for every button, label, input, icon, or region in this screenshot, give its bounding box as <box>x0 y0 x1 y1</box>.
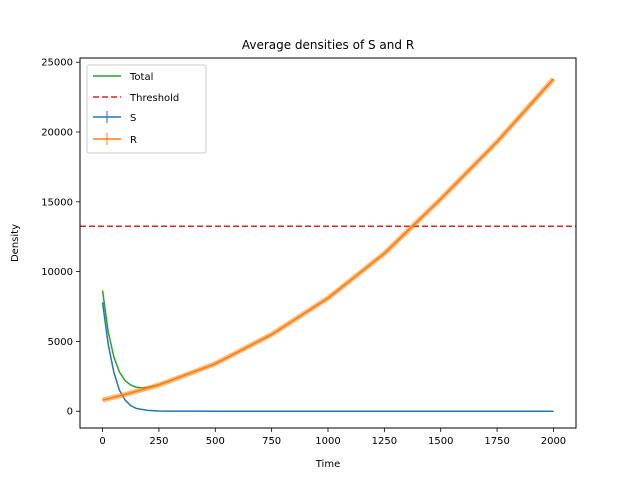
legend-s-label: S <box>130 113 136 124</box>
x-tick-label: 1750 <box>484 436 509 447</box>
x-axis-label: Time <box>315 459 340 470</box>
plot-area <box>80 77 576 412</box>
legend-box <box>86 64 207 154</box>
y-tick-label: 0 <box>67 407 73 418</box>
x-tick-label: 1250 <box>372 436 397 447</box>
x-tick-label: 750 <box>262 436 281 447</box>
x-tick-label: 1500 <box>428 436 453 447</box>
legend-r-label: R <box>130 135 137 146</box>
y-tick-label: 5000 <box>48 337 73 348</box>
x-tick-label: 1000 <box>315 436 340 447</box>
series-r-line <box>102 78 555 401</box>
y-tick-label: 25000 <box>41 58 73 69</box>
legend-threshold-label: Threshold <box>129 93 179 104</box>
x-tick-label: 250 <box>149 436 168 447</box>
y-axis: 0 5000 10000 15000 20000 25000 <box>41 58 80 418</box>
x-axis: 0 250 500 750 1000 1250 1500 1750 2000 <box>99 428 566 447</box>
y-tick-label: 20000 <box>41 128 73 139</box>
x-tick-label: 0 <box>99 436 105 447</box>
y-tick-label: 15000 <box>41 197 73 208</box>
x-tick-label: 2000 <box>541 436 566 447</box>
legend-total-label: Total <box>129 72 153 83</box>
legend: Total Threshold S R <box>86 64 207 154</box>
y-tick-label: 10000 <box>41 267 73 278</box>
y-axis-label: Density <box>10 224 21 262</box>
series-s-line <box>101 302 554 412</box>
x-tick-label: 500 <box>206 436 225 447</box>
chart-title: Average densities of S and R <box>242 38 414 52</box>
